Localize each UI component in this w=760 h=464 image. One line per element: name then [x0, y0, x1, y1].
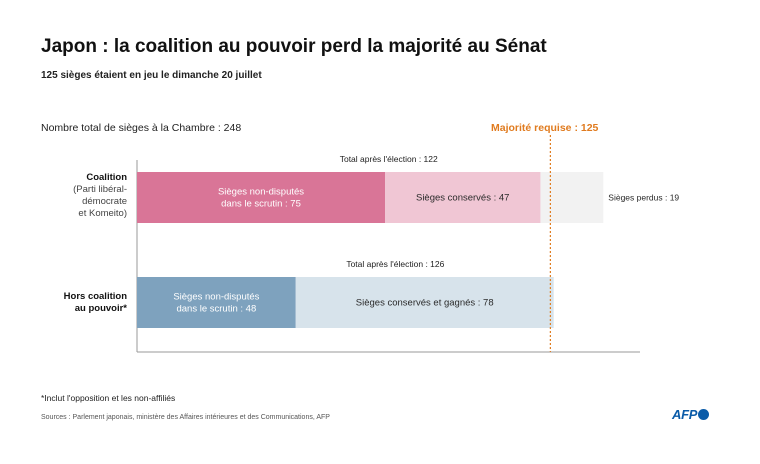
bar-label-opposition-kept_gained: Sièges conservés et gagnés : 78 [356, 298, 494, 309]
bar-opposition-uncontested [137, 277, 296, 328]
total-after-label-coalition: Total après l'élection : 122 [340, 154, 438, 164]
logo-dot-icon [698, 409, 710, 420]
total-after-label-opposition: Total après l'élection : 126 [346, 259, 444, 269]
bar-label-coalition-lost: Sièges perdus : 19 [608, 193, 679, 203]
bar-label-opposition-uncontested: Sièges non-disputés dans le scrutin : 48 [173, 292, 259, 315]
row-label-opposition: Hors coalition au pouvoir* [64, 291, 128, 314]
bar-label-coalition-kept: Sièges conservés : 47 [416, 193, 509, 204]
bar-coalition-uncontested [137, 172, 386, 223]
sources: Sources : Parlement japonais, ministère … [41, 414, 330, 421]
chart-subtitle: 125 sièges étaient en jeu le dimanche 20… [41, 70, 262, 81]
logo-text: AFP [672, 407, 698, 422]
bar-label-coalition-uncontested: Sièges non-disputés dans le scrutin : 75 [218, 187, 304, 210]
bar-opposition-kept_gained [295, 277, 554, 328]
chart-title: Japon : la coalition au pouvoir perd la … [41, 36, 547, 57]
majority-label: Majorité requise : 125 [491, 122, 599, 134]
bar-coalition-kept [385, 172, 541, 223]
footnote: *Inclut l'opposition et les non-affiliés [41, 393, 176, 403]
afp-logo: AFP [672, 407, 710, 422]
row-label-coalition: Coalition (Parti libéral-démocrate et Kome… [73, 172, 127, 219]
total-seats-label: Nombre total de sièges à la Chambre : 24… [41, 122, 242, 134]
